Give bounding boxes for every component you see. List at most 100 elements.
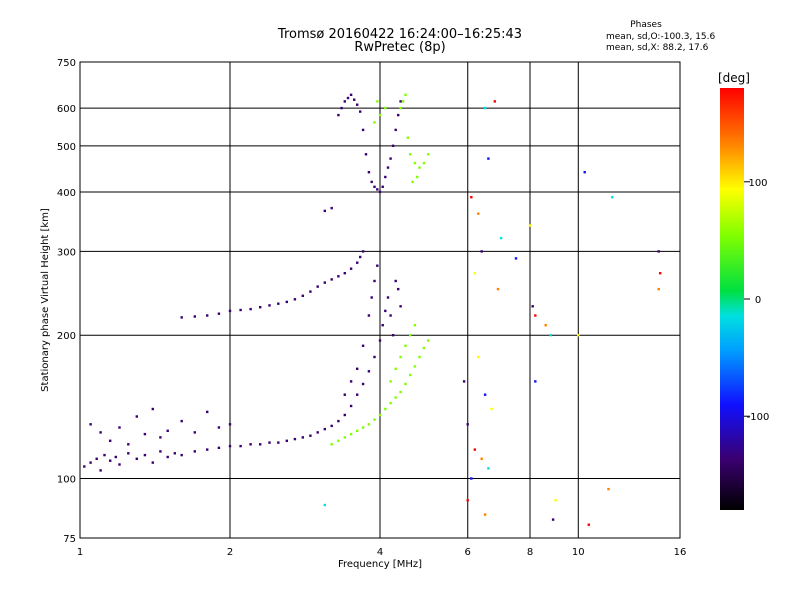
data-point-x xyxy=(361,426,365,429)
data-point-o xyxy=(367,370,371,373)
data-point-o xyxy=(249,307,252,311)
data-point-x xyxy=(409,153,412,156)
data-point-scattered xyxy=(323,503,326,507)
data-point-o xyxy=(109,439,112,442)
data-point-x xyxy=(418,166,421,169)
data-point-o xyxy=(293,437,297,441)
data-point-o xyxy=(373,279,376,283)
data-point-x xyxy=(349,432,353,436)
data-point-o xyxy=(330,206,333,210)
chart-subtitle: RwPretec (8p) xyxy=(354,40,446,55)
data-point-o xyxy=(268,441,271,444)
data-point-o xyxy=(159,450,162,453)
data-point-o xyxy=(259,306,262,309)
data-point-x xyxy=(409,373,412,377)
data-point-o xyxy=(180,316,183,319)
data-point-o xyxy=(159,436,162,439)
data-point-o xyxy=(399,100,402,103)
x-tick-label: 4 xyxy=(377,547,383,558)
data-point-o xyxy=(217,426,221,429)
data-point-o xyxy=(166,455,169,459)
data-point-scattered xyxy=(480,250,483,253)
data-point-o xyxy=(378,339,382,342)
data-point-scattered xyxy=(493,100,496,103)
data-point-o xyxy=(259,443,262,446)
data-point-o xyxy=(180,453,183,457)
data-point-x xyxy=(384,106,387,110)
data-point-o xyxy=(340,106,343,110)
data-point-scattered xyxy=(657,287,660,291)
data-point-o xyxy=(389,157,392,160)
y-tick-label: 100 xyxy=(57,475,76,486)
y-tick-label: 200 xyxy=(57,331,76,342)
data-point-o xyxy=(370,296,373,299)
data-point-o xyxy=(89,461,92,464)
y-tick-label: 600 xyxy=(57,104,76,115)
data-point-scattered xyxy=(549,334,552,337)
phases-o-stats: mean, sd,O:-100.3, 15.6 xyxy=(606,32,716,42)
data-point-o xyxy=(391,334,395,337)
data-point-x xyxy=(384,407,387,411)
data-point-o xyxy=(397,287,400,291)
phases-x-stats: mean, sd,X: 88.2, 17.6 xyxy=(606,43,709,53)
data-point-x xyxy=(416,175,419,179)
data-point-x xyxy=(427,339,430,342)
data-point-o xyxy=(228,444,232,448)
data-point-scattered xyxy=(554,499,557,502)
data-point-o xyxy=(180,419,183,423)
data-point-scattered xyxy=(470,196,473,199)
y-tick-label: 300 xyxy=(57,247,76,258)
data-point-o xyxy=(285,439,288,442)
y-tick-label: 750 xyxy=(57,58,76,69)
data-point-scattered xyxy=(477,212,480,215)
data-point-o xyxy=(277,302,280,305)
data-point-o xyxy=(343,393,346,396)
data-point-o xyxy=(193,450,196,453)
data-point-o xyxy=(356,367,359,370)
data-point-x xyxy=(389,380,392,383)
colorbar-tick-label: 100 xyxy=(748,178,767,189)
data-point-x xyxy=(378,113,382,117)
x-tick-label: 8 xyxy=(527,547,533,558)
data-point-scattered xyxy=(473,272,476,275)
data-point-o xyxy=(323,209,326,213)
data-point-o xyxy=(249,443,252,446)
data-point-scattered xyxy=(490,407,493,411)
data-point-o xyxy=(343,272,346,275)
data-point-scattered xyxy=(477,355,480,359)
colorbar-ticks: 100 0 -100 xyxy=(744,178,769,423)
data-point-o xyxy=(337,419,340,423)
data-point-scattered xyxy=(483,513,487,516)
data-point-x xyxy=(406,136,410,139)
data-point-o xyxy=(309,290,312,293)
data-point-x xyxy=(373,418,376,421)
data-point-scattered xyxy=(583,171,586,174)
data-point-o xyxy=(114,455,117,459)
data-point-o xyxy=(361,128,365,132)
data-point-o xyxy=(361,382,365,386)
data-point-o xyxy=(384,309,387,313)
data-point-o xyxy=(206,448,209,451)
data-point-o xyxy=(143,453,147,457)
y-axis-label: Stationary phase Virtual Height [km] xyxy=(40,208,51,392)
data-point-o xyxy=(373,355,376,359)
data-point-x xyxy=(337,439,340,442)
data-point-o xyxy=(99,431,102,434)
data-point-o xyxy=(151,407,154,411)
data-point-x xyxy=(330,443,333,446)
data-point-scattered xyxy=(480,457,483,460)
data-point-o xyxy=(301,436,304,439)
data-point-o xyxy=(364,153,368,156)
data-point-x xyxy=(399,390,402,394)
data-point-scattered xyxy=(534,380,537,383)
data-point-x xyxy=(399,355,402,359)
data-point-o xyxy=(127,443,130,446)
data-point-o xyxy=(99,469,102,472)
data-point-o xyxy=(83,465,86,468)
data-point-x xyxy=(373,121,376,124)
data-point-x xyxy=(367,423,371,426)
data-point-o xyxy=(268,304,271,307)
data-point-o xyxy=(353,98,356,101)
data-point-x xyxy=(418,355,421,359)
